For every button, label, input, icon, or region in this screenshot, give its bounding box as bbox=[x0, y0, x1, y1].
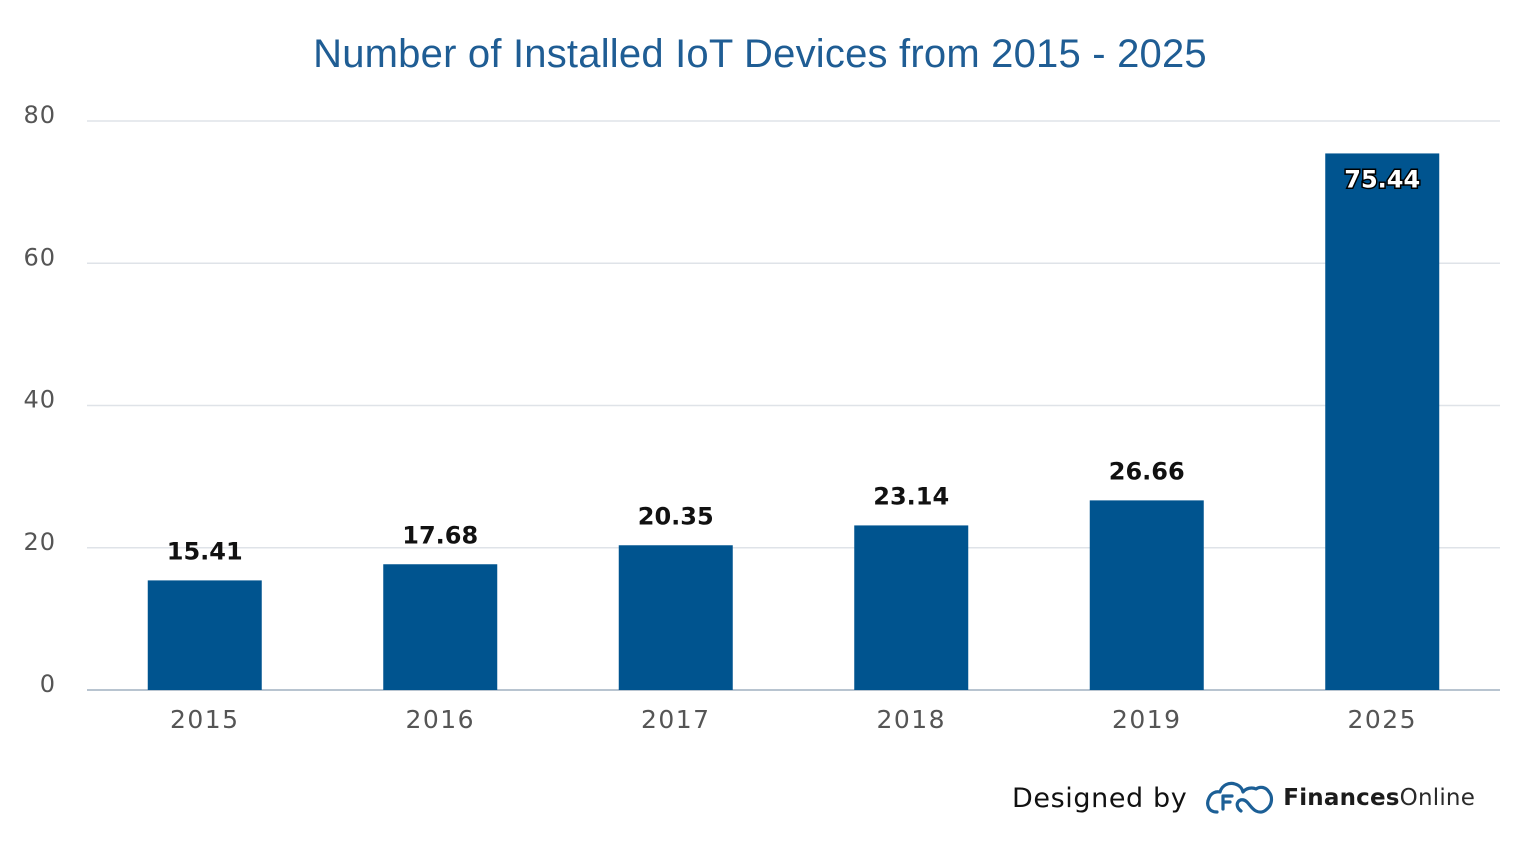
brand-bold: Finances bbox=[1283, 785, 1400, 811]
brand-name: FinancesOnline bbox=[1283, 785, 1475, 811]
y-tick-label: 20 bbox=[23, 528, 56, 556]
y-tick-label: 0 bbox=[40, 670, 56, 698]
y-tick-label: 60 bbox=[23, 243, 56, 271]
credit: Designed by FinancesOnline bbox=[1012, 776, 1475, 820]
data-label: 75.44 bbox=[1344, 165, 1420, 193]
chart-title: Number of Installed IoT Devices from 201… bbox=[313, 32, 1207, 76]
data-label: 23.14 bbox=[873, 482, 949, 510]
y-axis-ticks: 0 20 40 60 80 bbox=[23, 101, 56, 698]
grid-layer bbox=[87, 120, 1500, 691]
y-tick-label: 40 bbox=[23, 386, 56, 414]
bar bbox=[383, 564, 498, 690]
cloud-f-logo-icon bbox=[1206, 781, 1274, 814]
bar bbox=[147, 580, 262, 690]
x-tick-label: 2016 bbox=[405, 705, 475, 734]
credit-prefix: Designed by bbox=[1012, 782, 1188, 814]
bar bbox=[1089, 500, 1204, 690]
x-tick-label: 2025 bbox=[1347, 705, 1417, 734]
x-tick-label: 2017 bbox=[641, 705, 711, 734]
x-tick-label: 2015 bbox=[170, 705, 240, 734]
x-tick-label: 2019 bbox=[1112, 705, 1182, 734]
x-tick-label: 2018 bbox=[876, 705, 946, 734]
bars bbox=[147, 153, 1440, 691]
data-label: 15.41 bbox=[167, 537, 243, 565]
bar bbox=[1325, 153, 1440, 691]
data-labels: 15.41 17.68 20.35 23.14 26.66 75.44 bbox=[167, 164, 1422, 565]
data-label: 17.68 bbox=[402, 521, 478, 549]
brand-light: Online bbox=[1399, 785, 1476, 811]
data-label: 26.66 bbox=[1109, 457, 1185, 485]
x-axis-ticks: 2015 2016 2017 2018 2019 2025 bbox=[170, 705, 1417, 734]
bar bbox=[854, 525, 969, 690]
y-tick-label: 80 bbox=[23, 101, 56, 129]
bar bbox=[618, 545, 733, 690]
data-label: 20.35 bbox=[638, 502, 714, 530]
